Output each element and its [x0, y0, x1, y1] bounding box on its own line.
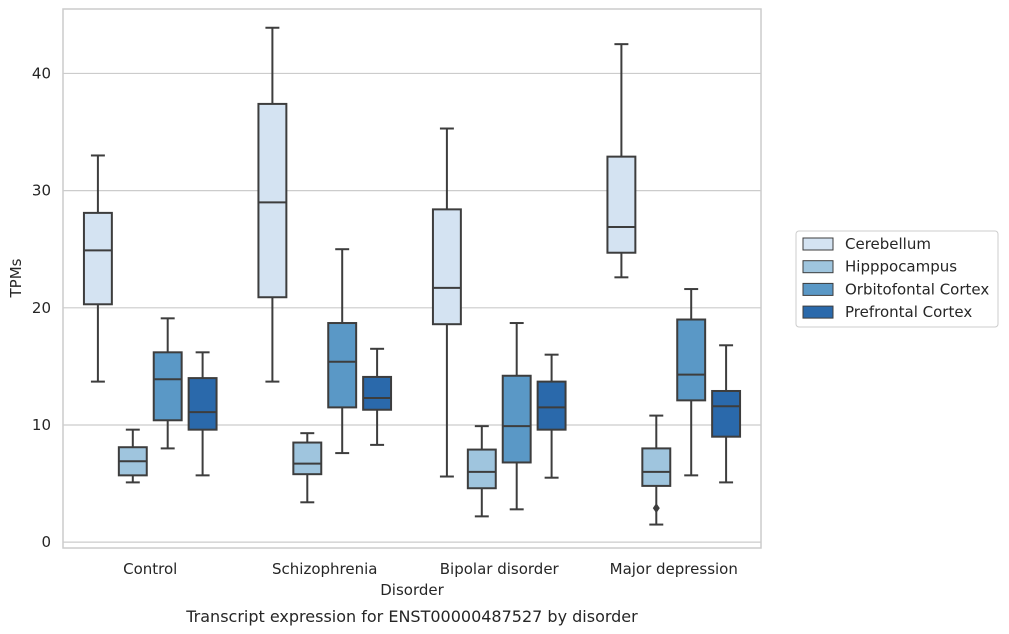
box-iqr [501, 374, 532, 464]
box-iqr [536, 380, 567, 431]
box-orbitofontal-cortex [676, 288, 707, 477]
legend-item: Prefrontal Cortex [802, 303, 972, 321]
legend-label: Cerebellum [845, 235, 931, 253]
x-axis-label: Disorder [380, 581, 444, 599]
x-tick-label: Bipolar disorder [440, 560, 560, 578]
box-iqr [676, 318, 707, 402]
x-axis-ticks: Control Schizophrenia Bipolar disorder Majo… [123, 560, 738, 578]
legend-label: Prefrontal Cortex [845, 303, 972, 321]
box-hipppocampus [466, 425, 497, 518]
y-tick-label: 40 [32, 64, 51, 82]
box-iqr [641, 447, 672, 487]
legend-swatch [802, 282, 834, 296]
box-cerebellum [606, 43, 637, 279]
box-iqr [327, 322, 358, 409]
legend-swatch [802, 237, 834, 251]
legend-label: Hipppocampus [845, 258, 957, 276]
box-iqr [466, 448, 497, 490]
legend-label: Orbitofontal Cortex [845, 280, 989, 298]
legend-item: Cerebellum [802, 235, 931, 253]
x-tick-label: Major depression [610, 560, 738, 578]
box-iqr [152, 351, 183, 422]
y-tick-label: 10 [32, 416, 51, 434]
legend: Cerebellum Hipppocampus Orbitofontal Corte… [795, 230, 999, 328]
box-orbitofontal-cortex [501, 322, 532, 511]
legend-item: Hipppocampus [802, 258, 957, 276]
x-tick-label: Control [123, 560, 177, 578]
legend-swatch [802, 260, 834, 274]
box-prefrontal-cortex [362, 347, 393, 446]
box-iqr [431, 208, 462, 326]
x-tick-label: Schizophrenia [272, 560, 377, 578]
legend-item: Orbitofontal Cortex [802, 280, 989, 298]
y-tick-label: 0 [41, 533, 51, 551]
y-axis-ticks: 0 10 20 30 40 [32, 64, 51, 551]
boxes-layer [82, 26, 742, 526]
outlier-point [652, 503, 660, 514]
box-iqr [82, 211, 113, 306]
legend-frame [795, 230, 999, 328]
y-tick-label: 20 [32, 299, 51, 317]
y-axis-label: TPMs [7, 258, 25, 298]
plot-area [62, 8, 762, 549]
box-iqr [187, 377, 218, 431]
box-iqr [257, 102, 288, 299]
y-tick-label: 30 [32, 182, 51, 200]
box-iqr [606, 155, 637, 254]
box-prefrontal-cortex [711, 344, 742, 484]
box-prefrontal-cortex [536, 353, 567, 479]
y-gridlines [63, 72, 761, 543]
box-cerebellum [257, 26, 288, 383]
box-cerebellum [82, 154, 113, 383]
box-iqr [292, 441, 323, 476]
box-orbitofontal-cortex [327, 248, 358, 455]
box-hipppocampus [117, 428, 148, 484]
box-cerebellum [431, 127, 462, 478]
box-hipppocampus [292, 432, 323, 504]
box-hipppocampus [641, 414, 672, 526]
box-iqr [711, 389, 742, 438]
legend-swatch [802, 305, 834, 319]
box-prefrontal-cortex [187, 351, 218, 477]
chart-caption: Transcript expression for ENST0000048752… [185, 607, 638, 626]
box-orbitofontal-cortex [152, 317, 183, 450]
box-iqr [362, 375, 393, 411]
